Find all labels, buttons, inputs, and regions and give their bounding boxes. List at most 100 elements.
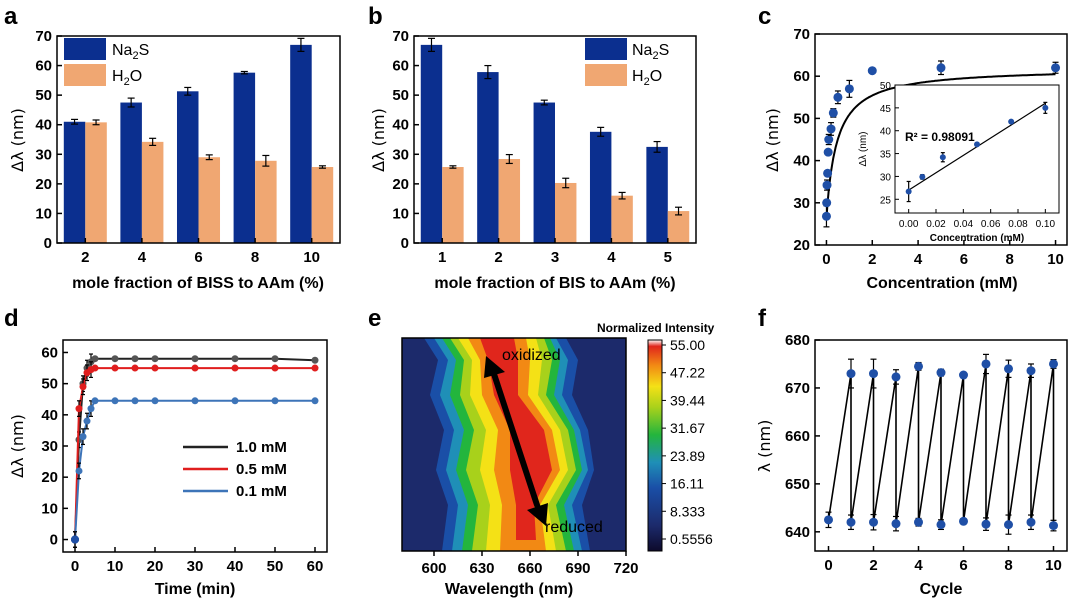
panel-label-a: a [4, 3, 18, 30]
panel-d-frame [62, 339, 328, 553]
data-point [91, 364, 99, 372]
x-tick-label: 10 [1045, 557, 1062, 574]
y-tick-label: 60 [35, 58, 52, 75]
y-tick-label: 10 [41, 500, 58, 517]
bar-na2s [589, 131, 612, 243]
inset-data-point [974, 141, 980, 148]
x-tick-label: 3 [551, 249, 559, 266]
panel-d-legend: 1.0 mM 0.5 mM 0.1 mM [183, 439, 287, 500]
x-tick-label: 720 [613, 560, 638, 577]
x-tick-label: 8 [1006, 251, 1014, 268]
x-tick-label: 50 [267, 558, 284, 575]
data-point [151, 355, 159, 363]
panel-c-plot: 20 30 40 50 60 70 0 2 4 6 8 10 [793, 26, 1064, 268]
data-point [823, 168, 833, 178]
panel-d-ylabel: Δλ (nm) [8, 414, 27, 478]
data-point [869, 369, 878, 379]
bar-na2s [176, 91, 199, 243]
data-point [191, 364, 199, 372]
x-tick-label: 0 [71, 558, 79, 575]
panel-c-frame [814, 33, 1068, 246]
bar-h2o [555, 182, 577, 243]
inset-plot: 25 30 35 40 45 50 0.00 0.02 0.04 0.06 0.08 0.10 [880, 81, 1056, 230]
data-point [311, 364, 319, 372]
y-tick-label: 50 [793, 110, 810, 127]
inset-data-point [905, 188, 912, 195]
bar-na2s [290, 44, 312, 243]
bar-h2o [442, 167, 464, 243]
x-tick-label: 6 [959, 557, 967, 574]
y-tick-label: 650 [785, 476, 810, 493]
panel-label-f: f [758, 305, 767, 332]
legend-label-1mm: 1.0 mM [236, 439, 287, 456]
data-point [981, 359, 991, 369]
colorbar-title: Normalized Intensity [597, 321, 715, 335]
panel-f-plot: 640 650 660 670 680 0 2 4 6 8 10 [785, 332, 1062, 574]
arrow-head-bottom [527, 503, 548, 526]
colorbar-tick-label: 31.67 [670, 420, 705, 436]
y-tick-label: 20 [793, 237, 810, 254]
bar-h2o [255, 160, 277, 243]
data-point [231, 355, 239, 363]
data-point [311, 397, 319, 405]
x-tick-label: 2 [494, 249, 502, 266]
data-point [131, 364, 139, 372]
panel-f: 640 650 660 670 680 0 2 4 6 8 10 Cycle λ (nm) [755, 332, 1068, 598]
data-point [844, 84, 854, 94]
panel-c-xlabel: Concentration (mM) [866, 275, 1017, 292]
panel-c: 20 30 40 50 60 70 0 2 4 6 8 10 Concentration (mM) Δ… [763, 26, 1068, 292]
data-point [1004, 520, 1013, 530]
x-tick-label: 40 [227, 558, 244, 575]
data-point [1004, 364, 1013, 374]
data-point [1049, 521, 1058, 531]
x-tick-label: 1 [438, 249, 446, 266]
data-point [91, 355, 99, 363]
bar-na2s [420, 44, 443, 243]
inset-x-tick-label: 0.02 [926, 219, 946, 230]
inset-x-tick-label: 0.08 [1008, 219, 1028, 230]
data-point [75, 405, 83, 413]
data-point [981, 519, 991, 529]
panel-f-xlabel: Cycle [920, 581, 963, 598]
colorbar-tick-label: 55.00 [670, 337, 705, 353]
bar-h2o [611, 195, 633, 243]
bar-h2o [311, 167, 334, 243]
panel-a-plot: 2 4 6 8 10 0 10 20 30 40 50 60 70 [35, 28, 334, 266]
panel-b-frame [413, 35, 697, 244]
x-tick-label: 8 [251, 249, 259, 266]
legend-label-h2o: H2O [112, 68, 142, 88]
panel-f-frame [814, 339, 1068, 552]
y-tick-label: 50 [392, 87, 409, 104]
x-tick-label: 8 [1004, 557, 1012, 574]
bar-h2o [198, 157, 221, 243]
data-point [271, 397, 279, 405]
panel-a: 2 4 6 8 10 0 10 20 30 40 50 60 70 Na2S H2O mole frac… [8, 28, 341, 292]
y-tick-label: 640 [785, 524, 810, 541]
fit-curve [825, 73, 1056, 218]
data-point [936, 520, 946, 530]
colorbar-tick-label: 0.5556 [670, 531, 713, 547]
panel-c-inset: 25 30 35 40 45 50 0.00 0.02 0.04 0.06 0.08 0.10 R² … [858, 81, 1060, 244]
data-point [867, 66, 877, 76]
panel-a-legend: Na2S H2O [64, 38, 149, 88]
inset-frame [894, 84, 1060, 214]
data-point [111, 355, 119, 363]
x-tick-label: 690 [565, 560, 590, 577]
data-point [959, 516, 968, 526]
panel-b-xlabel: mole fraction of BIS to AAm (%) [434, 275, 675, 292]
data-point [822, 198, 832, 208]
inset-y-tick-label: 30 [880, 172, 892, 183]
data-point [1026, 366, 1036, 376]
x-tick-label: 660 [517, 560, 542, 577]
y-tick-label: 660 [785, 428, 810, 445]
x-tick-label: 4 [914, 251, 923, 268]
bar-na2s [646, 146, 668, 243]
panel-b-ylabel: Δλ (nm) [369, 108, 388, 172]
data-point [1051, 63, 1061, 73]
y-tick-label: 60 [793, 68, 810, 85]
bar-h2o [498, 159, 521, 243]
y-tick-label: 40 [41, 407, 58, 424]
annotation-reduced: reduced [545, 519, 603, 536]
data-point [822, 180, 832, 190]
